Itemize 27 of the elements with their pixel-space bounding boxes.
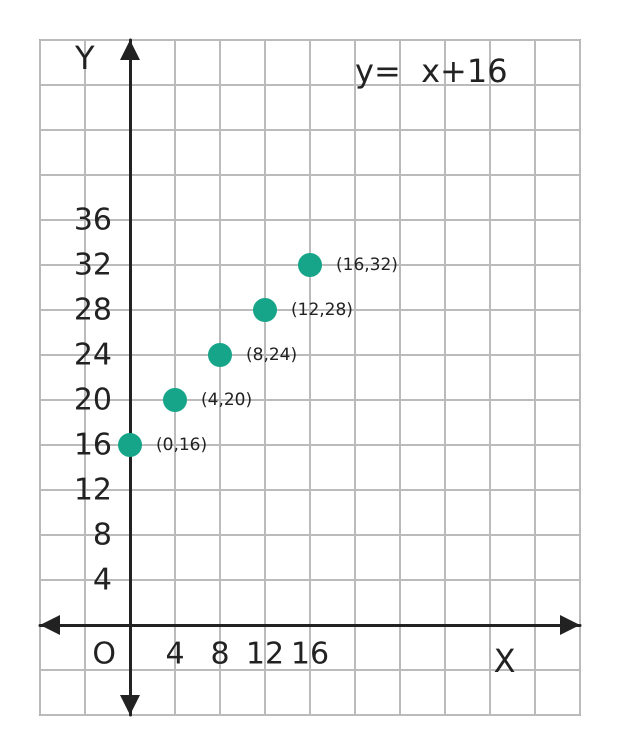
annotation: (0,16) xyxy=(156,435,208,455)
x-axis-title: X xyxy=(494,642,516,680)
point xyxy=(253,298,277,322)
x-tick-label: 12 xyxy=(246,636,284,672)
x-tick-label: 16 xyxy=(290,636,330,672)
x-tick-label: 8 xyxy=(210,636,230,672)
y-axis-title: Y xyxy=(74,39,95,77)
point xyxy=(163,388,187,412)
y-tick-label: 20 xyxy=(74,382,112,418)
annotation: (16,32) xyxy=(336,255,398,275)
point xyxy=(208,343,232,367)
y-tick-label: 28 xyxy=(74,292,112,328)
chart-title: y= x+16 xyxy=(355,52,508,90)
point xyxy=(118,433,142,457)
point xyxy=(298,253,322,277)
y-tick-label: 24 xyxy=(74,338,112,372)
y-tick-label: 36 xyxy=(74,202,112,238)
y-tick-label: 12 xyxy=(74,472,112,508)
x-tick-label: 4 xyxy=(165,636,185,672)
annotation: (8,24) xyxy=(246,345,298,365)
y-tick-label: 16 xyxy=(74,428,112,462)
y-tick-label: 8 xyxy=(92,518,112,552)
annotation: (12,28) xyxy=(291,300,353,320)
annotation: (4,20) xyxy=(201,390,252,410)
annotation: O xyxy=(92,636,116,672)
y-tick-label: 4 xyxy=(92,562,112,598)
y-tick-label: 32 xyxy=(74,248,112,282)
